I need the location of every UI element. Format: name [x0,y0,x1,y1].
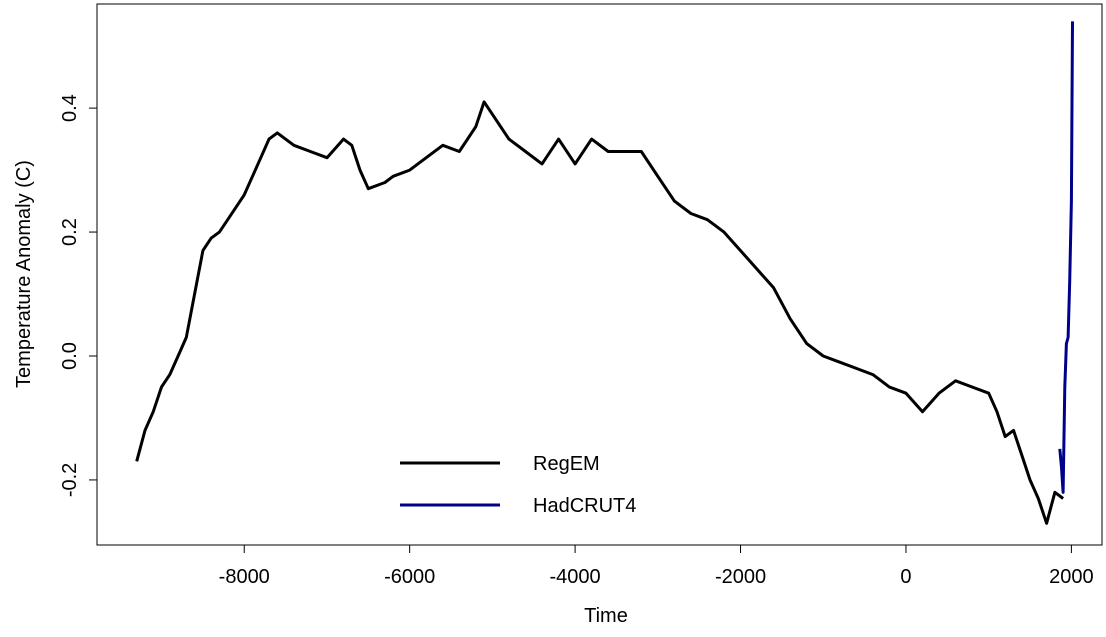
legend-label: RegEM [533,453,600,475]
x-tick-label: 2000 [1049,566,1094,588]
y-tick-label: -0.2 [59,463,81,497]
x-tick-label: -4000 [550,566,601,588]
y-tick-label: 0.0 [59,342,81,370]
x-tick-label: -8000 [219,566,270,588]
x-tick-label: -2000 [715,566,766,588]
x-tick-label: 0 [900,566,911,588]
y-tick-label: 0.2 [59,218,81,246]
y-tick-label: 0.4 [59,94,81,122]
y-axis-label: Temperature Anomaly (C) [13,160,35,388]
x-axis-label: Time [584,605,628,627]
legend-label: HadCRUT4 [533,495,636,517]
data-line [135,100,1065,525]
plot-frame [96,3,1103,546]
x-tick-label: -6000 [384,566,435,588]
data-line [1058,21,1074,494]
